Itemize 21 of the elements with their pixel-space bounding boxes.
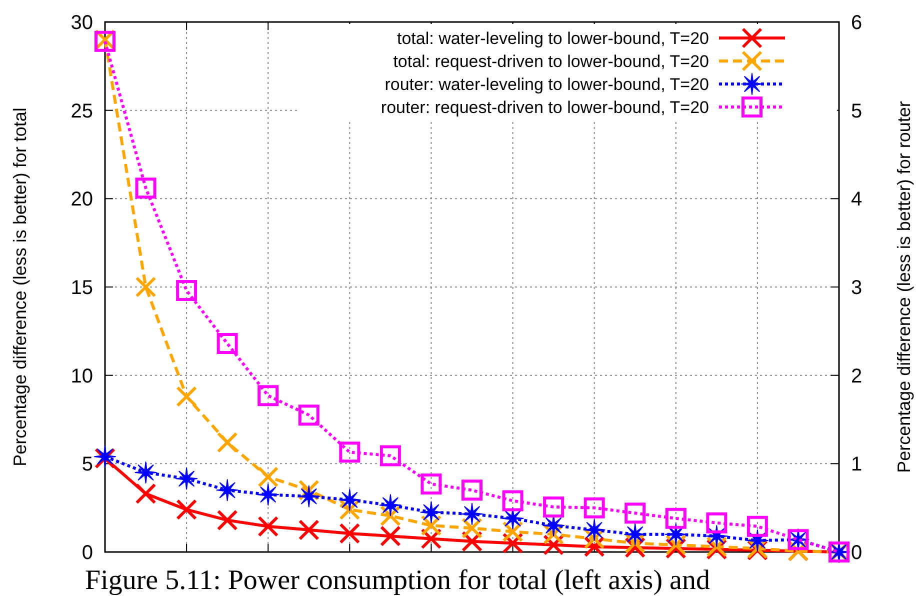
y-tick-label: 10	[70, 365, 93, 388]
caption: Figure 5.11: Power consumption for total (left axis) and	[85, 565, 710, 596]
y2-tick-label: 4	[851, 188, 862, 211]
y2-tick-label: 2	[851, 365, 862, 388]
y-tick-label: 5	[82, 454, 93, 476]
y-tick-label: 15	[70, 277, 93, 299]
y2-tick-label: 0	[851, 542, 862, 564]
y-tick-label: 25	[70, 100, 93, 122]
y2-tick-label: 1	[851, 454, 862, 476]
y-tick-label: 0	[82, 542, 93, 564]
y2-tick-label: 6	[851, 12, 862, 34]
y-axis-title: Percentage difference (less is better) for total	[10, 108, 30, 466]
legend-label: router: water-leveling to lower-bound, T=20	[384, 74, 709, 94]
y2-tick-label: 3	[851, 277, 862, 299]
legend-label: total: request-driven to lower-bound, T=20	[393, 52, 709, 71]
y-tick-label: 30	[70, 12, 93, 34]
legend-label: total: water-leveling to lower-bound, T=20	[396, 28, 709, 48]
y2-tick-label: 5	[851, 100, 862, 122]
y-tick-label: 20	[70, 188, 93, 211]
y2-axis-title: Percentage difference (less is better) for router	[894, 101, 914, 473]
legend-label: router: request-driven to lower-bound, T=20	[380, 98, 709, 117]
